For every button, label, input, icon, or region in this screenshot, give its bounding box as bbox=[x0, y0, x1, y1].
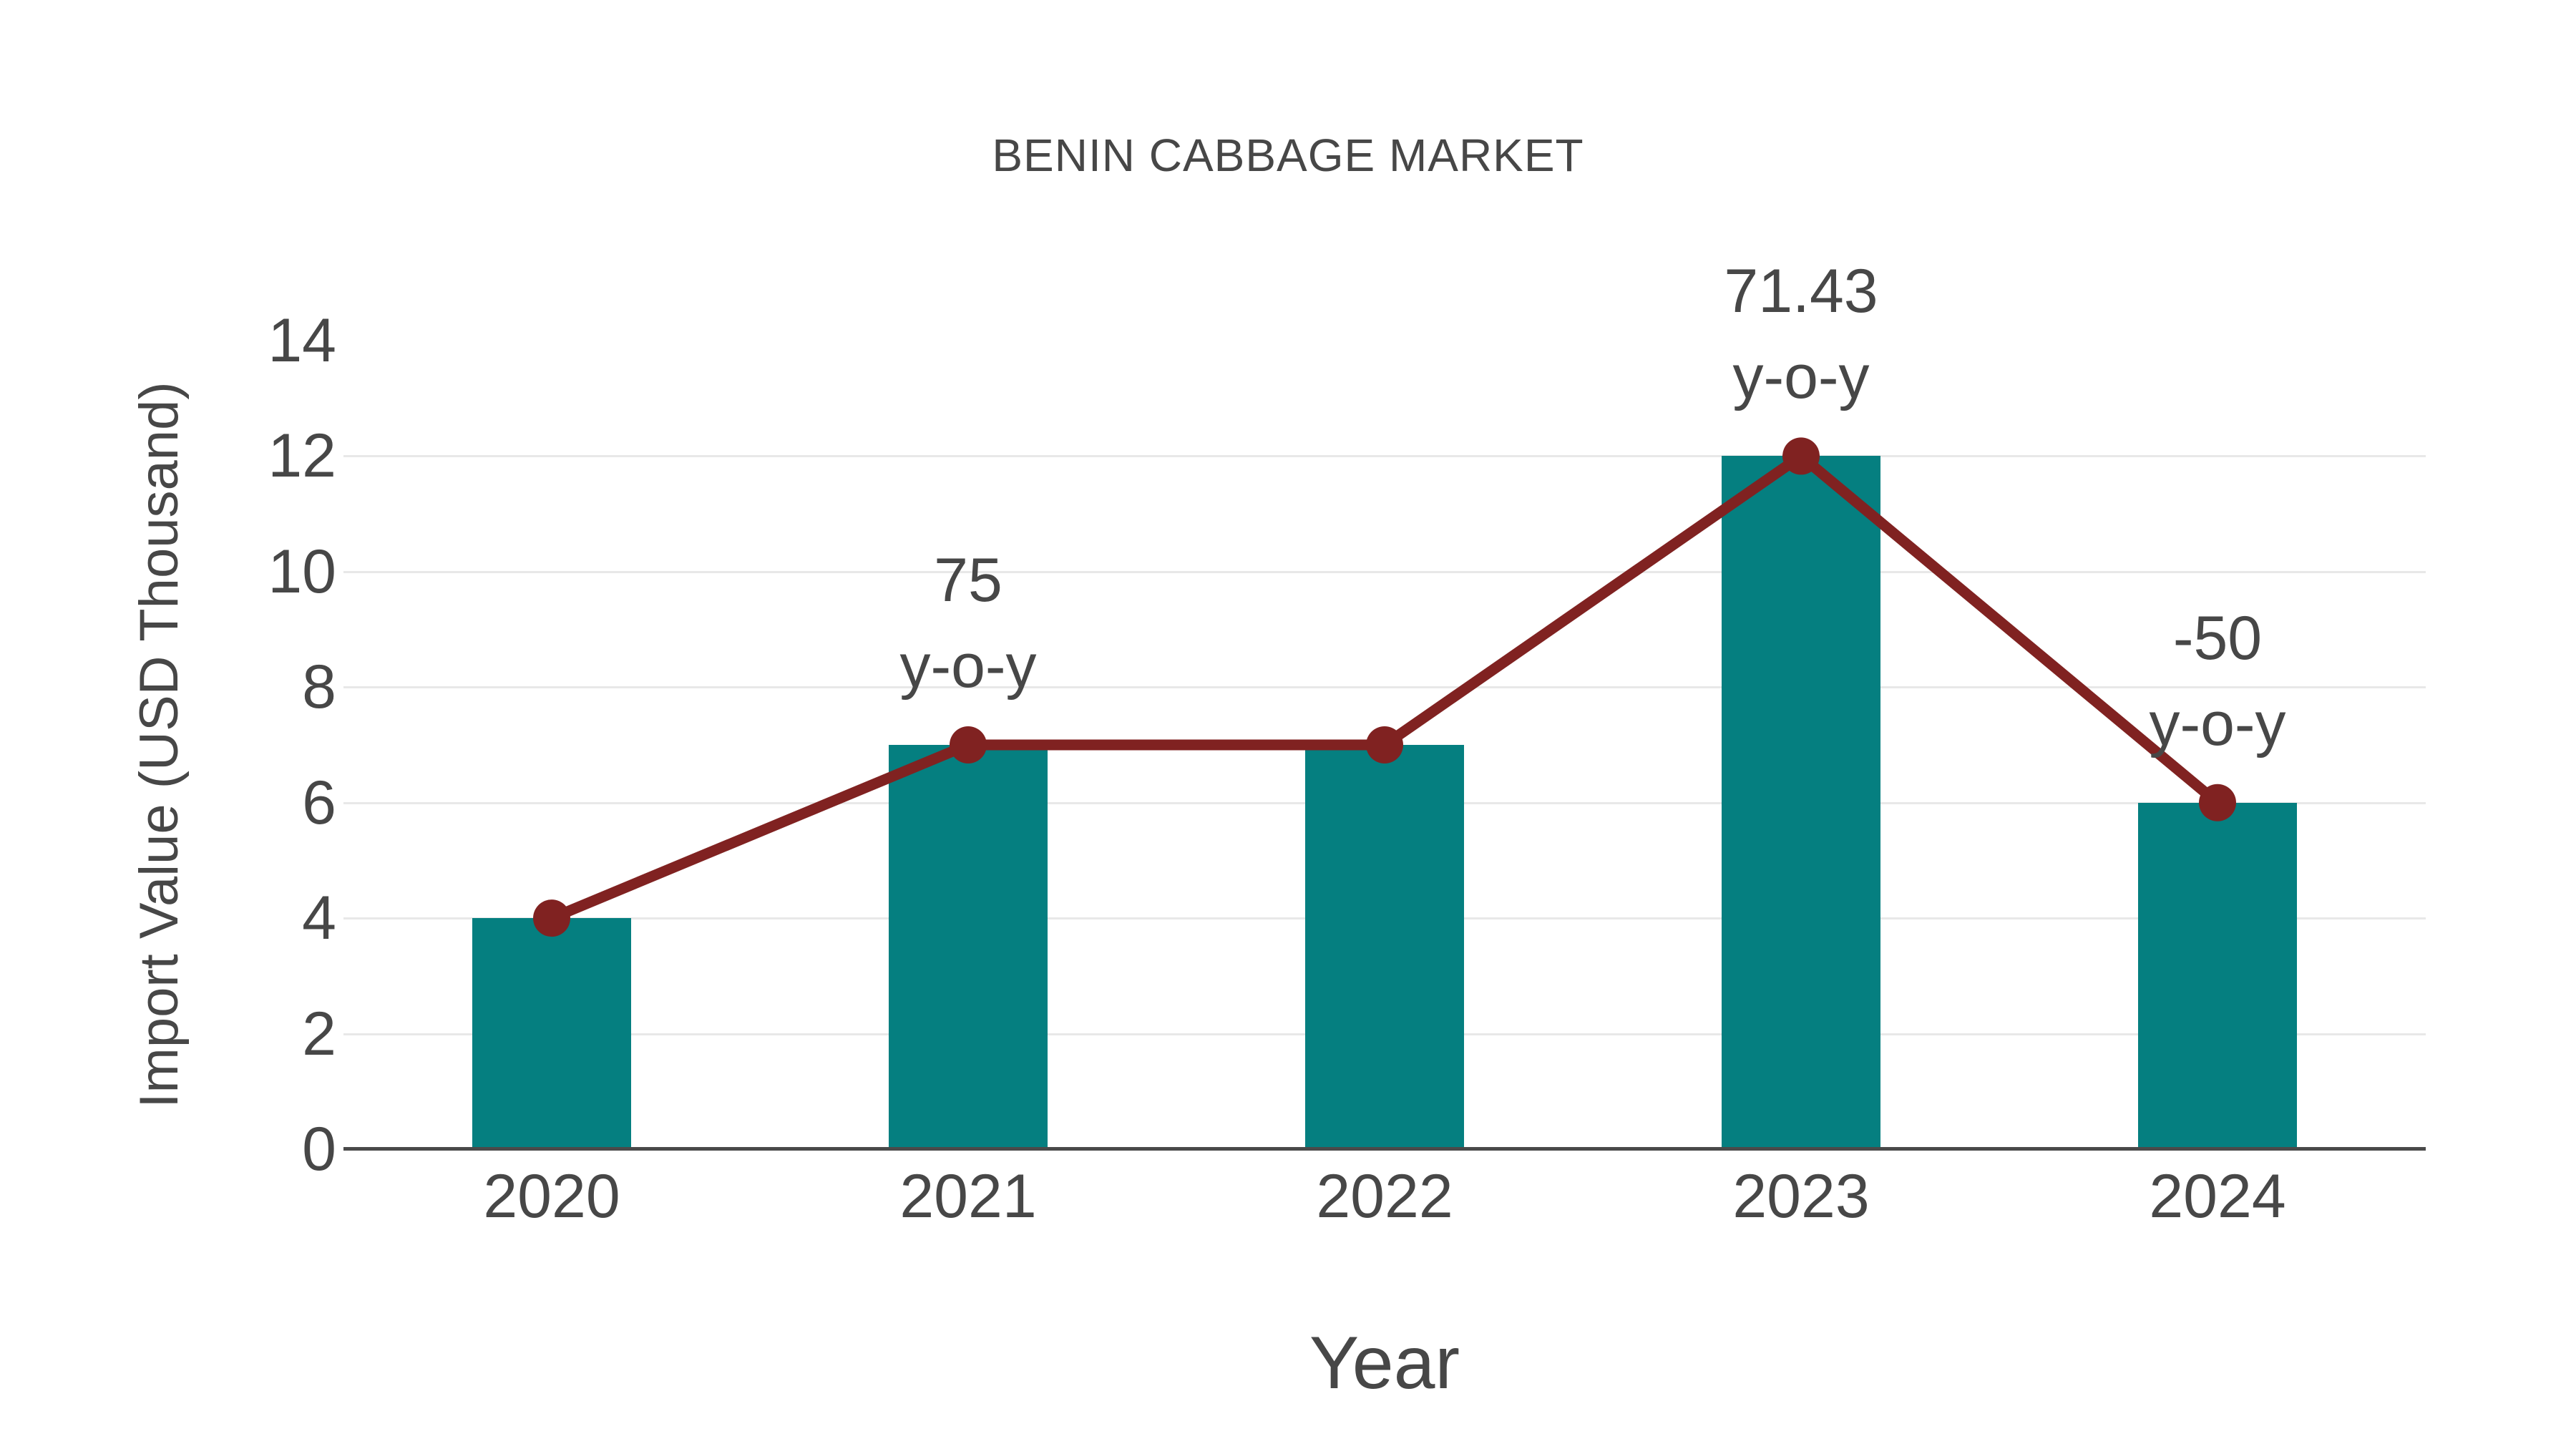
gridline-y8 bbox=[343, 686, 2426, 689]
x-tick-label-2023: 2023 bbox=[1732, 1162, 1870, 1231]
trend-point-2022 bbox=[1366, 726, 1403, 763]
annotation-2021: 75 y-o-y bbox=[768, 537, 1169, 709]
trend-point-2023 bbox=[1782, 437, 1820, 475]
y-tick-label-2: 2 bbox=[302, 999, 336, 1068]
annotation-2023: 71.43 y-o-y bbox=[1601, 248, 2001, 420]
annotation-2024: -50 y-o-y bbox=[2017, 595, 2418, 767]
bar-2022 bbox=[1305, 745, 1464, 1149]
y-axis-title: Import Value (USD Thousand) bbox=[129, 381, 190, 1108]
y-tick-label-14: 14 bbox=[268, 306, 336, 375]
bar-2021 bbox=[889, 745, 1048, 1149]
trend-line-layer bbox=[533, 437, 2236, 937]
annotation-line: 71.43 bbox=[1724, 257, 1878, 326]
trend-point-2020 bbox=[533, 899, 570, 937]
gridline-y10 bbox=[343, 570, 2426, 573]
x-axis-line bbox=[343, 1147, 2426, 1151]
x-tick-label-2024: 2024 bbox=[2149, 1162, 2286, 1231]
y-tick-label-6: 6 bbox=[302, 768, 336, 837]
plot-area: 0 2 4 6 8 10 12 14 2020 2021 2022 2023 2024 75 y-o-y 71… bbox=[268, 257, 2426, 1228]
x-tick-label-2020: 2020 bbox=[483, 1162, 620, 1231]
annotation-line: y-o-y bbox=[1732, 343, 1870, 412]
annotation-line: y-o-y bbox=[2149, 689, 2286, 758]
y-tick-label-8: 8 bbox=[302, 653, 336, 722]
x-axis-title: Year bbox=[1309, 1322, 1460, 1405]
y-tick-label-0: 0 bbox=[302, 1115, 336, 1184]
annotation-line: 75 bbox=[934, 546, 1002, 615]
bar-2024 bbox=[2138, 802, 2297, 1149]
trend-point-2024 bbox=[2199, 784, 2236, 821]
annotation-line: -50 bbox=[2172, 603, 2263, 673]
chart-title: BENIN CABBAGE MARKET bbox=[992, 130, 1584, 181]
annotation-line: y-o-y bbox=[899, 632, 1037, 701]
gridline-y12 bbox=[343, 455, 2426, 458]
x-tick-label-2021: 2021 bbox=[899, 1162, 1037, 1231]
x-tick-label-2022: 2022 bbox=[1316, 1162, 1453, 1231]
trend-point-2021 bbox=[950, 726, 987, 763]
bar-2023 bbox=[1722, 456, 1880, 1149]
bar-2020 bbox=[472, 918, 631, 1149]
y-tick-label-10: 10 bbox=[268, 537, 336, 606]
y-tick-label-12: 12 bbox=[268, 421, 336, 491]
y-tick-label-4: 4 bbox=[302, 884, 336, 953]
